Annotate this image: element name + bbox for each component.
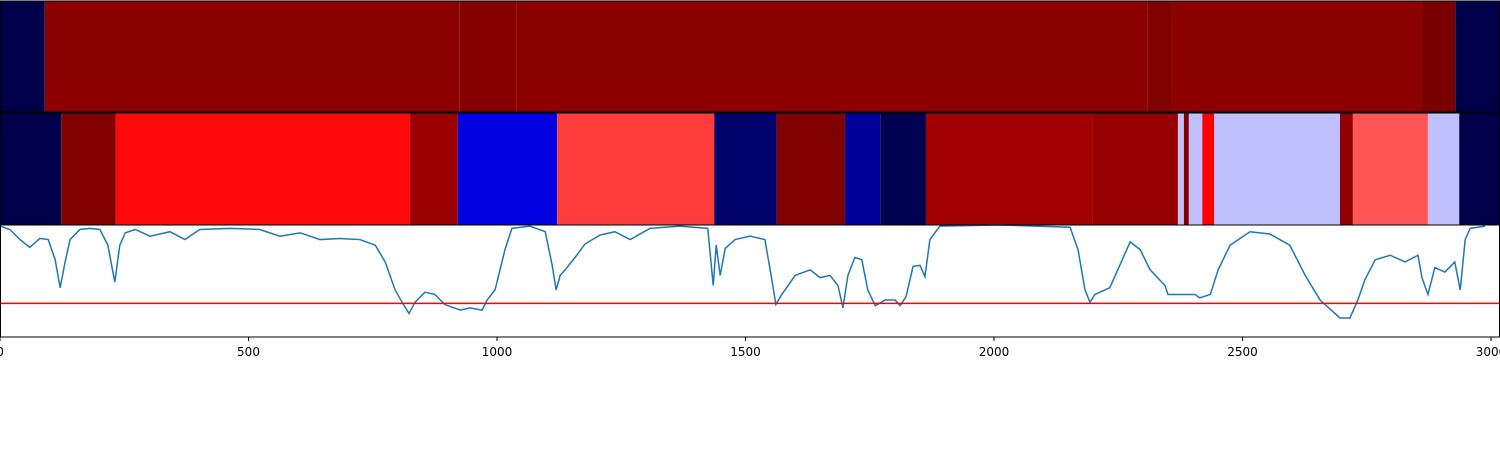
strip-segment [457, 113, 558, 225]
strip-segment [1177, 113, 1184, 225]
strip-segment [44, 1, 460, 112]
x-tick-label: 500 [237, 345, 260, 359]
strip-segment [0, 1, 45, 112]
x-tick-label: 3000 [1476, 345, 1500, 359]
strip-segment [61, 113, 116, 225]
strip-segment [459, 1, 517, 112]
strip-segment [1202, 113, 1215, 225]
strip-segment [115, 113, 411, 225]
strip-segment [1183, 113, 1189, 225]
strip-segment [776, 113, 845, 225]
strip-segment [1427, 113, 1460, 225]
strip-segment [1188, 113, 1203, 225]
strip-segment [516, 1, 1148, 112]
x-tick-label: 2000 [979, 345, 1010, 359]
strip-segment [1455, 1, 1500, 112]
strip-segment [557, 113, 715, 225]
strip-segment [1092, 113, 1178, 225]
x-tick-label: 1500 [730, 345, 761, 359]
strip-segment [844, 113, 881, 225]
strip-segment [925, 113, 1093, 225]
x-tick-label: 2500 [1227, 345, 1258, 359]
strip-segment [1421, 1, 1456, 112]
strip-segment [1171, 1, 1422, 112]
data-line [0, 224, 1486, 319]
strip-segment [0, 113, 62, 225]
strip-segment [1352, 113, 1428, 225]
x-tick-label: 1000 [482, 345, 513, 359]
x-tick-label: 0 [0, 345, 4, 359]
strip-segment [714, 113, 777, 225]
strip-segment [880, 113, 926, 225]
strip-segment [1459, 113, 1500, 225]
panel-frame [0, 224, 1500, 338]
strip-segment [1147, 1, 1172, 112]
strip-segment [1339, 113, 1353, 225]
strip-segment [410, 113, 458, 225]
strip-segment [1214, 113, 1340, 225]
